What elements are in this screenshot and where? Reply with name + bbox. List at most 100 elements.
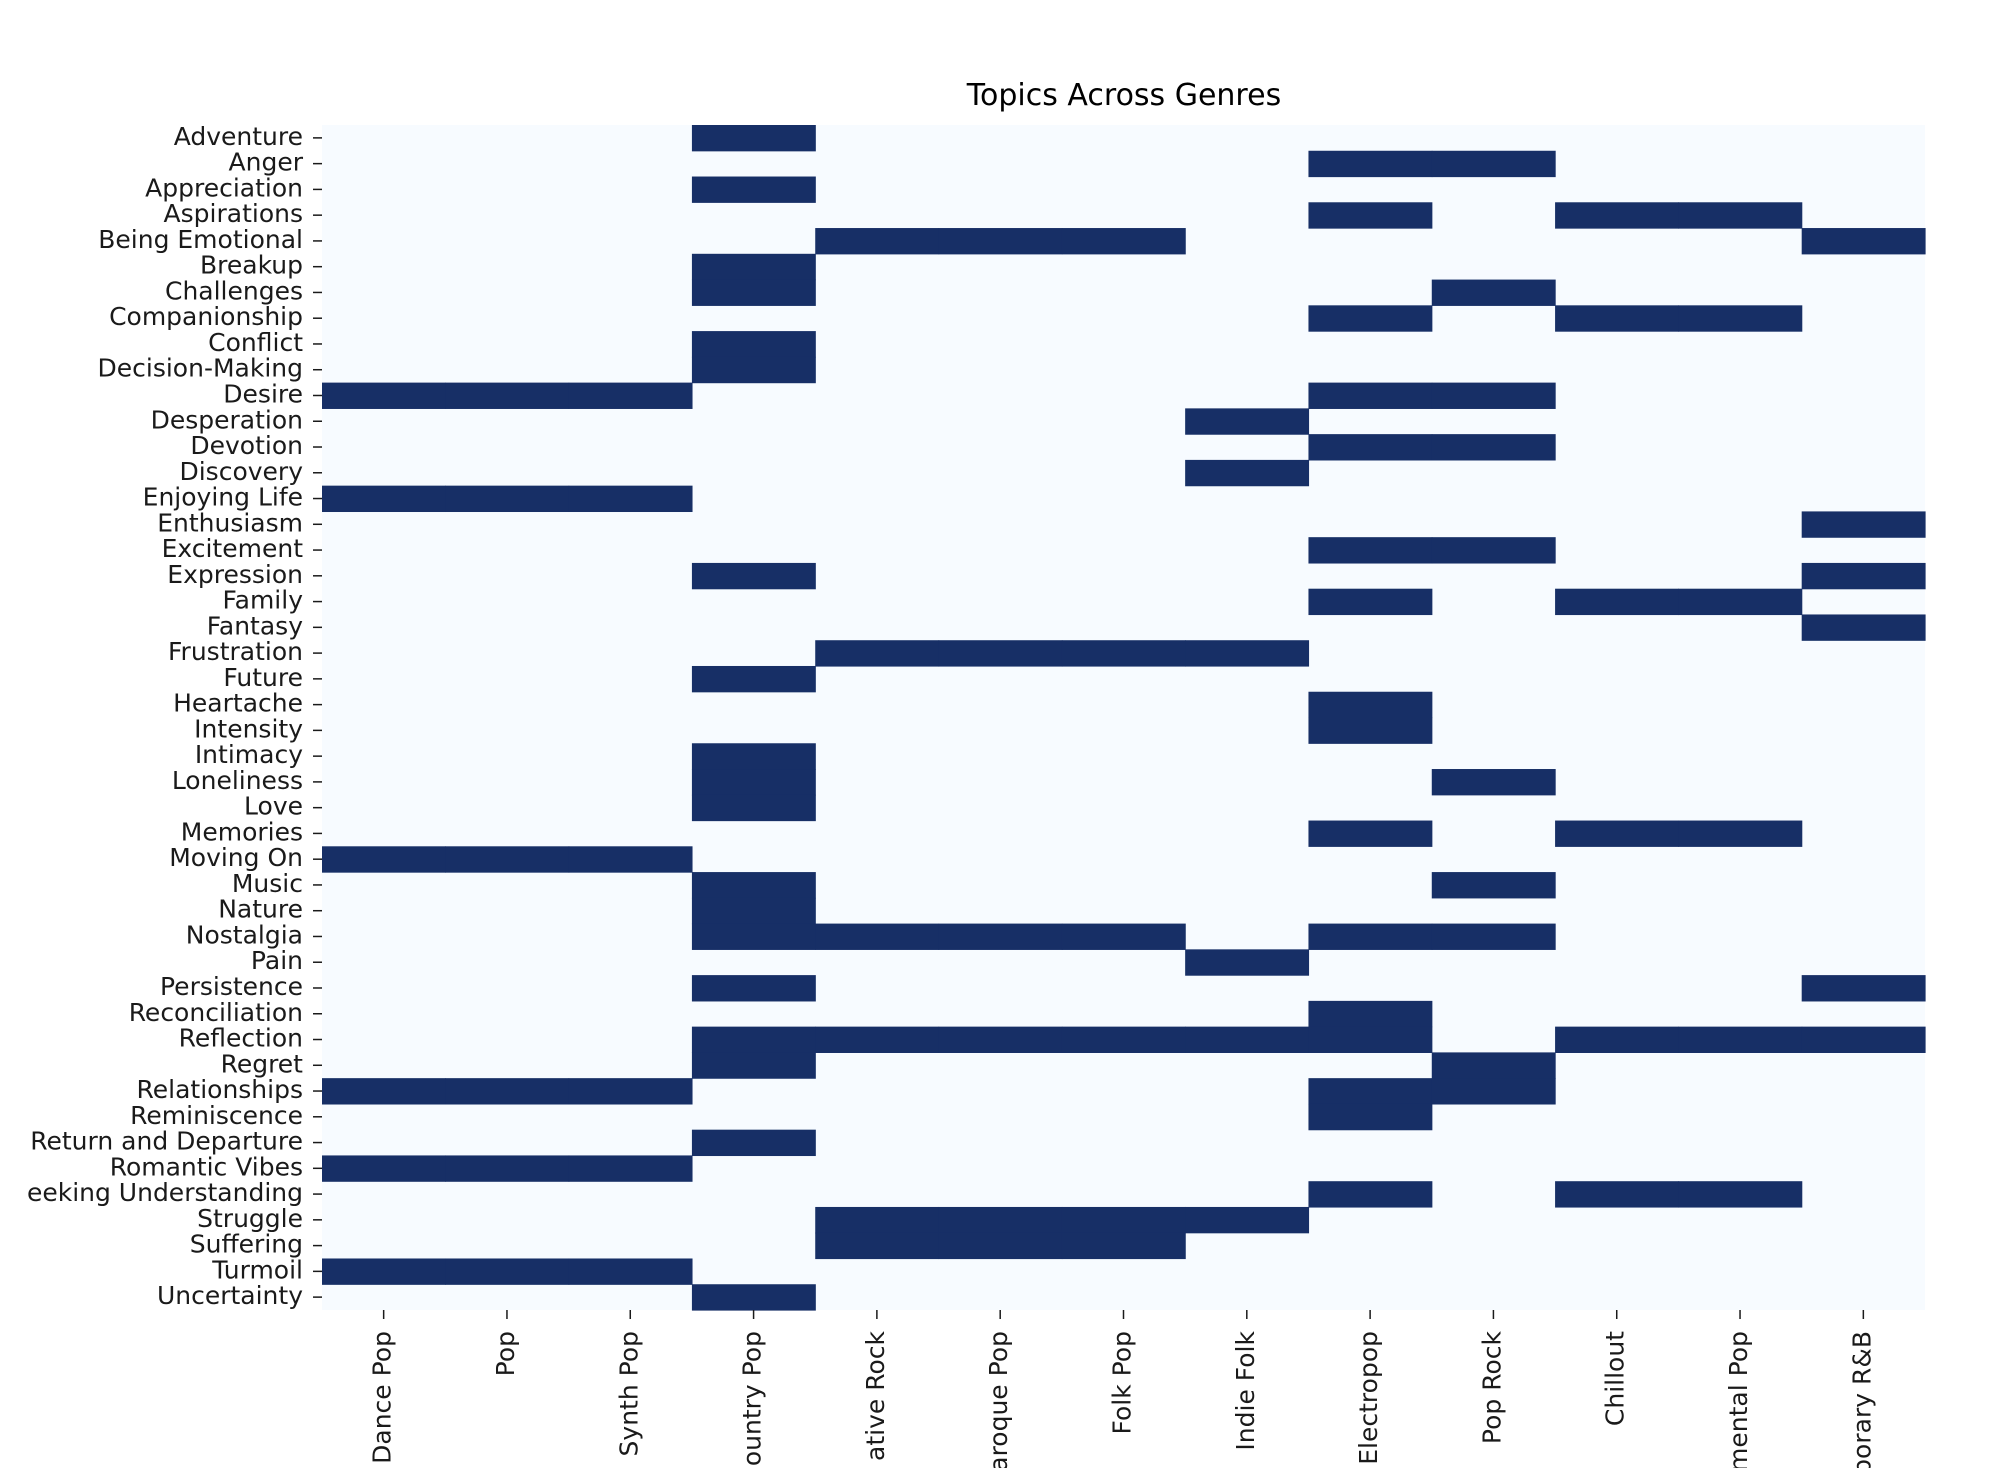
y-tick-label: Discovery bbox=[179, 457, 303, 486]
heatmap-cell bbox=[1801, 511, 1926, 538]
y-tick-label: Suffering bbox=[190, 1230, 303, 1259]
heatmap-cell bbox=[568, 1258, 693, 1285]
heatmap-cell bbox=[691, 975, 816, 1002]
heatmap-cell bbox=[1185, 949, 1310, 976]
heatmap-cell bbox=[1308, 923, 1433, 950]
x-tick-label: Dance Pop bbox=[368, 1331, 397, 1464]
x-tick-label: Pop bbox=[491, 1331, 520, 1376]
heatmap-cell bbox=[1185, 640, 1310, 667]
heatmap-cell bbox=[1431, 769, 1556, 796]
x-tick-label: ountry Pop bbox=[738, 1331, 767, 1466]
heatmap-cell bbox=[691, 562, 816, 590]
heatmap-cell bbox=[691, 356, 816, 384]
heatmap-cell bbox=[445, 1078, 570, 1105]
heatmap-cell bbox=[1061, 1026, 1186, 1053]
y-tick-label: Reminiscence bbox=[130, 1101, 303, 1130]
heatmap-cell bbox=[1801, 562, 1926, 590]
y-tick-label: Future bbox=[223, 663, 303, 692]
y-tick-label: Romantic Vibes bbox=[110, 1152, 303, 1181]
heatmap-cell bbox=[445, 846, 570, 873]
y-tick-label: Desire bbox=[223, 379, 303, 408]
heatmap-cell bbox=[1185, 408, 1310, 435]
x-axis: Dance Pop Pop Synth Pop ountry Pop ative Roc… bbox=[368, 1310, 1876, 1468]
heatmap-cell bbox=[1061, 923, 1186, 950]
heatmap-cell bbox=[1678, 820, 1803, 847]
heatmap-cell bbox=[1678, 588, 1803, 616]
heatmap-cell bbox=[1431, 382, 1556, 409]
y-tick-label: Moving On bbox=[169, 843, 303, 872]
heatmap-cell bbox=[1431, 923, 1556, 950]
heatmap-cell bbox=[1308, 588, 1433, 616]
heatmap-cells bbox=[322, 125, 1926, 1311]
heatmap-cell bbox=[691, 743, 816, 770]
heatmap-cell bbox=[691, 1129, 816, 1157]
heatmap-cell bbox=[1061, 1206, 1186, 1234]
heatmap-cell bbox=[1185, 459, 1310, 487]
y-tick-label: Devotion bbox=[190, 431, 303, 460]
heatmap-cell bbox=[568, 1078, 693, 1105]
y-tick-label: Family bbox=[223, 586, 304, 615]
y-tick-label: Anger bbox=[229, 148, 304, 177]
heatmap-cell bbox=[938, 923, 1063, 950]
heatmap-cell bbox=[1308, 691, 1433, 719]
y-tick-label: Nostalgia bbox=[186, 920, 303, 949]
heatmap-cell bbox=[1061, 640, 1186, 667]
heatmap-cell bbox=[1678, 1181, 1803, 1208]
heatmap-cell bbox=[1801, 1026, 1926, 1053]
y-tick-label: Persistence bbox=[160, 972, 303, 1001]
y-tick-label: Conflict bbox=[208, 328, 303, 357]
heatmap-cell bbox=[691, 1284, 816, 1311]
y-tick-label: Expression bbox=[167, 560, 303, 589]
heatmap-cell bbox=[1185, 1206, 1310, 1234]
x-tick-label: Synth Pop bbox=[614, 1331, 643, 1456]
heatmap-cell bbox=[1431, 1078, 1556, 1105]
heatmap-cell bbox=[1308, 305, 1433, 332]
y-tick-label: Challenges bbox=[165, 276, 303, 305]
heatmap-cell bbox=[691, 1026, 816, 1053]
y-tick-label: Regret bbox=[221, 1049, 304, 1078]
heatmap-cell bbox=[1555, 305, 1679, 332]
heatmap-cell bbox=[568, 1155, 693, 1182]
y-tick-label: Companionship bbox=[109, 302, 303, 331]
heatmap-cell bbox=[1185, 1026, 1310, 1053]
y-tick-label: Love bbox=[244, 792, 303, 821]
x-tick-label: Electropop bbox=[1354, 1331, 1383, 1465]
heatmap-cell bbox=[691, 279, 816, 306]
y-tick-label: Breakup bbox=[200, 251, 303, 280]
y-axis: AdventureAngerAppreciationAspirationsBei… bbox=[27, 122, 322, 1310]
heatmap-cell bbox=[568, 382, 693, 409]
y-tick-label: Struggle bbox=[197, 1204, 303, 1233]
heatmap-cell bbox=[815, 923, 940, 950]
heatmap-cell bbox=[568, 846, 693, 873]
heatmap-cell bbox=[1555, 588, 1679, 616]
heatmap-cell bbox=[691, 923, 816, 950]
chart-title: Topics Across Genres bbox=[966, 78, 1281, 113]
y-tick-label: Being Emotional bbox=[98, 225, 303, 254]
heatmap-cell bbox=[1308, 1078, 1433, 1105]
heatmap-cell bbox=[1801, 228, 1926, 255]
heatmap-cell bbox=[1308, 434, 1433, 461]
y-tick-label: Relationships bbox=[137, 1075, 304, 1104]
x-tick-label: Pop Rock bbox=[1477, 1330, 1506, 1444]
x-tick-label: Folk Pop bbox=[1108, 1331, 1137, 1435]
heatmap-cell bbox=[445, 1155, 570, 1182]
heatmap-cell bbox=[815, 1206, 940, 1234]
y-tick-label: eeking Understanding bbox=[27, 1178, 303, 1207]
heatmap-cell bbox=[445, 1258, 570, 1285]
heatmap-cell bbox=[691, 331, 816, 358]
heatmap-cell bbox=[1801, 614, 1926, 641]
heatmap-cell bbox=[691, 1052, 816, 1079]
heatmap-cell bbox=[1308, 820, 1433, 847]
heatmap-cell bbox=[1431, 872, 1556, 899]
heatmap-cell bbox=[691, 253, 816, 281]
heatmap-cell bbox=[322, 382, 446, 409]
heatmap-cell bbox=[1308, 382, 1433, 409]
heatmap-cell bbox=[1431, 150, 1556, 178]
y-tick-label: Reflection bbox=[179, 1024, 303, 1053]
y-tick-label: Enthusiasm bbox=[157, 508, 303, 537]
y-tick-label: Return and Departure bbox=[30, 1127, 303, 1156]
x-tick-label: Chillout bbox=[1601, 1331, 1630, 1426]
y-tick-label: Aspirations bbox=[164, 199, 303, 228]
y-tick-label: Turmoil bbox=[211, 1255, 303, 1284]
